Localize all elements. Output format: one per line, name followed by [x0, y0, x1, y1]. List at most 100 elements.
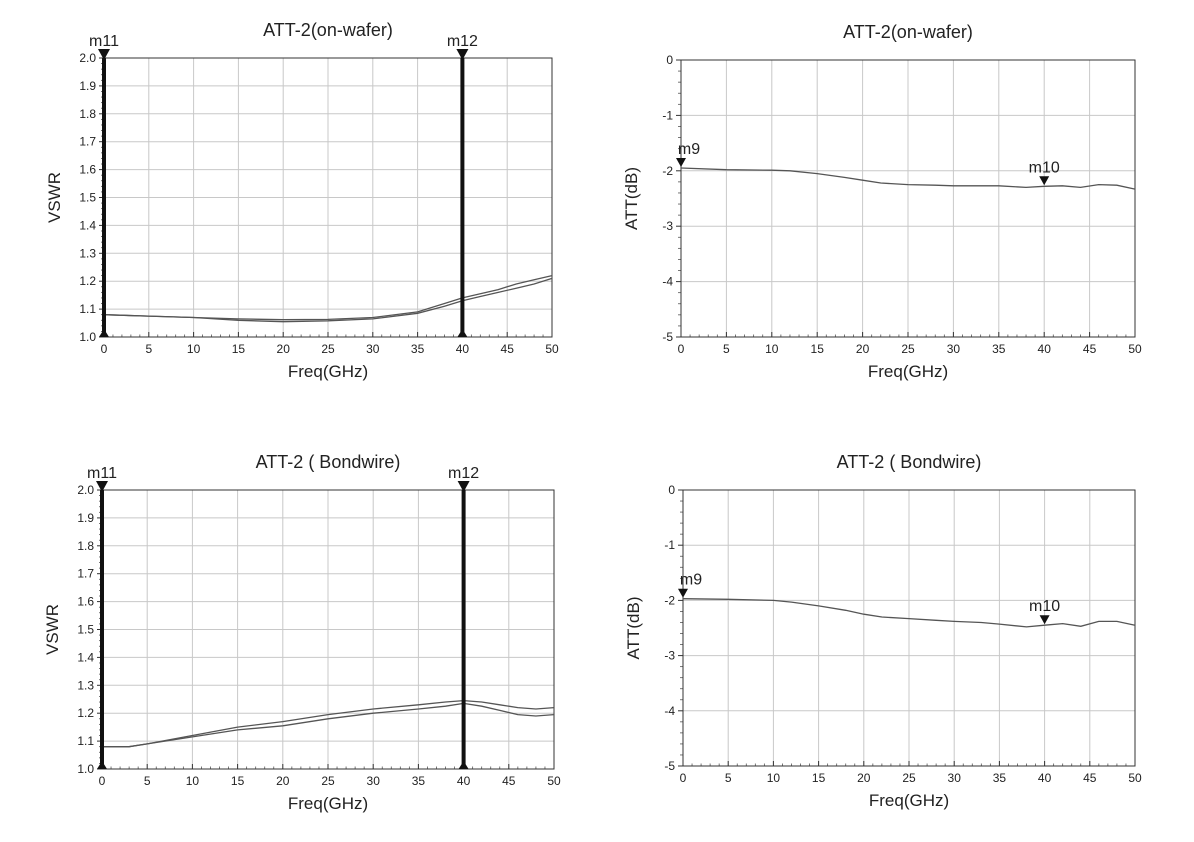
x-axis-label: Freq(GHz) [868, 362, 948, 381]
x-tick-label: 50 [545, 342, 559, 356]
y-tick-label: 1.5 [77, 623, 94, 637]
y-tick-label: -3 [662, 219, 673, 233]
marker-label-m9: m9 [678, 141, 700, 158]
marker-label-m12: m12 [448, 465, 479, 482]
y-tick-label: 2.0 [77, 483, 94, 497]
plot-frame [682, 489, 1136, 767]
y-tick-label: 0 [668, 483, 675, 497]
x-tick-label: 10 [767, 771, 781, 785]
chart-panel-4: ATT-2 ( Bondwire) 0 5 10 15 20 25 30 35 40 45 50 -5 -… [624, 452, 1142, 810]
y-tick-label: 1.3 [79, 246, 96, 260]
x-tick-label: 0 [680, 771, 687, 785]
marker-label-m9: m9 [680, 572, 702, 589]
x-tick-label: 40 [1038, 771, 1052, 785]
x-tick-label: 35 [992, 342, 1006, 356]
x-tick-label: 10 [186, 774, 200, 788]
y-tick-label: 1.9 [77, 511, 94, 525]
y-tick-label: -5 [662, 330, 673, 344]
y-tick-label: 1.4 [77, 650, 94, 664]
x-tick-label: 45 [502, 774, 516, 788]
chart-title: ATT-2(on-wafer) [843, 22, 973, 42]
x-tick-label: 5 [723, 342, 730, 356]
y-axis-label: VSWR [43, 604, 62, 655]
marker-arrow-bottom [457, 329, 468, 337]
series-line-2 [102, 702, 555, 748]
x-axis-label: Freq(GHz) [288, 794, 368, 813]
y-tick-label: 1.8 [77, 539, 94, 553]
chart-panel-2: ATT-2(on-wafer) 0 5 10 15 20 25 30 35 40 45 50 -5 -4 -… [622, 22, 1142, 381]
x-tick-label: 5 [725, 771, 732, 785]
y-tick-label: 2.0 [79, 51, 96, 65]
x-tick-label: 15 [232, 342, 246, 356]
x-tick-label: 25 [321, 342, 335, 356]
y-tick-label: 1.1 [79, 302, 96, 316]
chart-title: ATT-2 ( Bondwire) [837, 452, 982, 472]
marker-arrow-top [98, 49, 110, 60]
x-tick-label: 35 [993, 771, 1007, 785]
chart-title: ATT-2 ( Bondwire) [256, 452, 401, 472]
y-tick-label: 1.4 [79, 218, 96, 232]
x-tick-label: 0 [101, 342, 108, 356]
x-tick-label: 20 [276, 774, 290, 788]
y-tick-label: 1.1 [77, 734, 94, 748]
x-tick-label: 0 [99, 774, 106, 788]
x-tick-label: 5 [144, 774, 151, 788]
y-tick-label: -1 [662, 108, 673, 122]
marker-label-m12: m12 [447, 33, 478, 50]
marker-label-m10: m10 [1029, 598, 1060, 615]
x-tick-label: 15 [812, 771, 826, 785]
marker-arrow-top [457, 481, 470, 492]
series-line-1 [680, 167, 1136, 190]
x-tick-label: 30 [366, 342, 380, 356]
marker-label-m11: m11 [87, 465, 117, 482]
marker-label-m10: m10 [1029, 159, 1060, 176]
y-tick-label: -2 [664, 593, 675, 607]
x-tick-label: 45 [1083, 342, 1097, 356]
x-tick-label: 15 [811, 342, 825, 356]
x-tick-label: 20 [277, 342, 291, 356]
y-tick-label: -2 [662, 164, 673, 178]
x-tick-label: 35 [412, 774, 426, 788]
x-tick-label: 25 [321, 774, 335, 788]
y-tick-label: -4 [662, 275, 673, 289]
y-tick-label: 1.6 [77, 595, 94, 609]
x-tick-label: 5 [145, 342, 152, 356]
x-tick-label: 20 [856, 342, 870, 356]
chart-panel-3: ATT-2 ( Bondwire) 0 5 10 15 20 25 30 35 40 45 50 1.0… [43, 452, 561, 813]
x-tick-label: 45 [501, 342, 515, 356]
y-axis-label: ATT(dB) [624, 597, 643, 660]
marker-point-m10 [1039, 615, 1050, 625]
x-axis-label: Freq(GHz) [869, 791, 949, 810]
marker-arrow-bottom [458, 761, 469, 769]
chart-panel-1: ATT-2(on-wafer) 0 5 10 15 20 25 30 35 40 45 50 1.0 1.… [45, 20, 559, 381]
marker-arrow-bottom [99, 329, 109, 337]
y-tick-label: -3 [664, 649, 675, 663]
x-axis-label: Freq(GHz) [288, 362, 368, 381]
marker-point-m9 [678, 588, 688, 598]
x-tick-label: 25 [901, 342, 915, 356]
x-tick-label: 20 [857, 771, 871, 785]
y-tick-label: 1.2 [77, 706, 94, 720]
x-tick-label: 45 [1083, 771, 1097, 785]
series-line-1 [682, 598, 1136, 628]
x-tick-label: 30 [947, 342, 961, 356]
x-tick-label: 40 [457, 774, 471, 788]
x-tick-label: 35 [411, 342, 425, 356]
x-tick-label: 50 [547, 774, 561, 788]
y-tick-label: 1.0 [77, 762, 94, 776]
y-tick-label: 1.9 [79, 79, 96, 93]
marker-arrow-top [456, 49, 469, 60]
series-line-2 [103, 277, 553, 323]
x-tick-label: 50 [1128, 342, 1142, 356]
y-tick-label: 1.7 [79, 135, 96, 149]
y-tick-label: 1.8 [79, 107, 96, 121]
x-tick-label: 40 [456, 342, 470, 356]
series-line-1 [102, 699, 555, 748]
y-tick-label: -1 [664, 538, 675, 552]
y-tick-label: 1.7 [77, 567, 94, 581]
x-tick-label: 25 [902, 771, 916, 785]
y-tick-label: 1.6 [79, 163, 96, 177]
marker-arrow-bottom [97, 761, 107, 769]
x-tick-label: 10 [765, 342, 779, 356]
